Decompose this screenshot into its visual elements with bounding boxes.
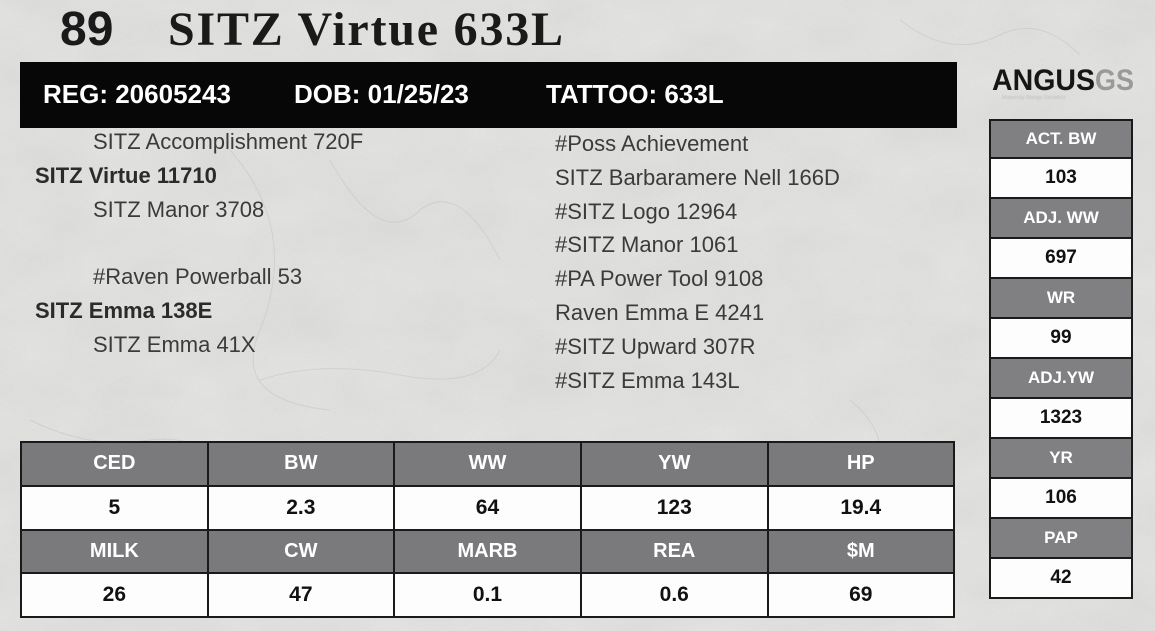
svg-text:ANGUS: ANGUS	[992, 64, 1095, 97]
svg-text:Maternity Range Genetics: Maternity Range Genetics	[1002, 95, 1066, 101]
svg-text:GS: GS	[1095, 64, 1134, 97]
